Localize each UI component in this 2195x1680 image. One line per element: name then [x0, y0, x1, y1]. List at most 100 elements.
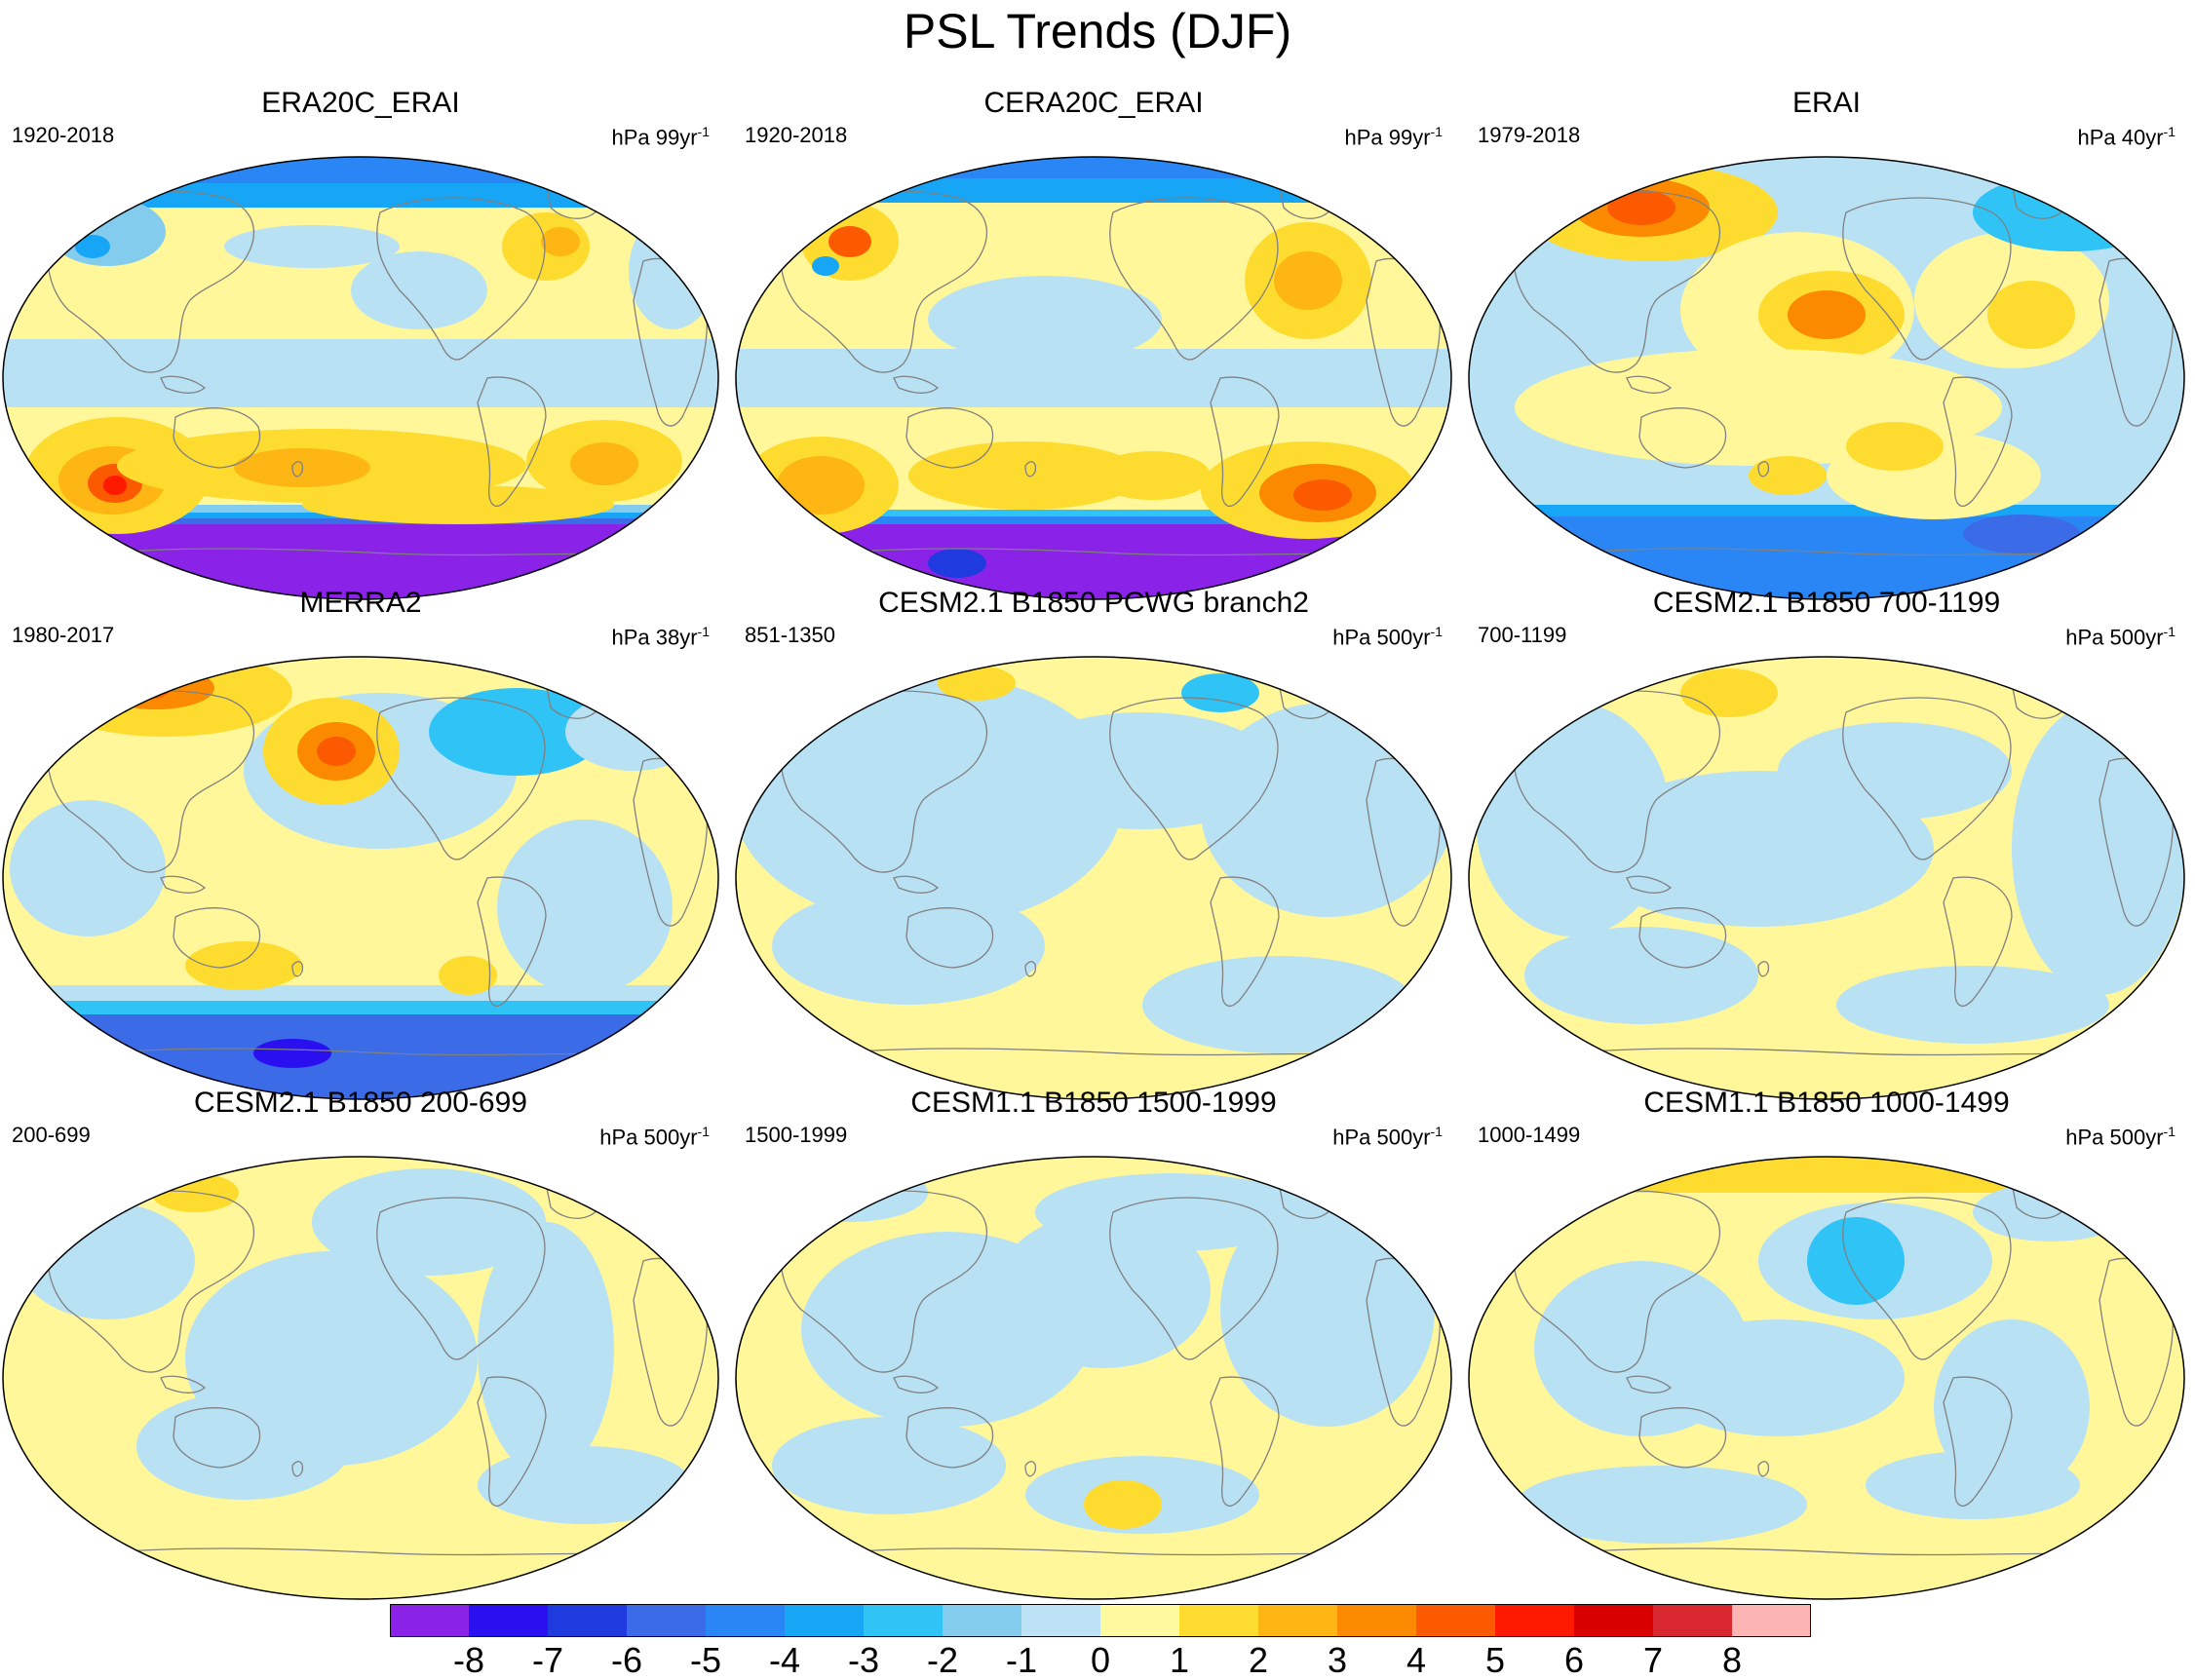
colorbar-swatch	[864, 1604, 943, 1637]
coastline	[376, 697, 546, 860]
field-band	[3, 157, 718, 183]
colorbar-tick-label: -3	[847, 1640, 880, 1680]
coastline	[291, 961, 304, 977]
coastline	[477, 376, 547, 507]
field-contour	[629, 212, 716, 329]
coastline	[905, 407, 994, 469]
colorbar-tick-label: 8	[1721, 1640, 1743, 1680]
colorbar-tick-label: 1	[1169, 1640, 1190, 1680]
map-panel-erai: ERAI 1979-2018 hPa 40yr-1	[1466, 86, 2187, 602]
coastline	[1513, 190, 1720, 373]
map-cesm21-pcwg	[735, 656, 1452, 1100]
coastline	[376, 1197, 546, 1360]
field-contour	[772, 1417, 1006, 1514]
panel-units: hPa 99yr-1	[611, 124, 710, 150]
panel-years: 1920-2018	[12, 123, 115, 147]
colorbar-tick-label: 2	[1248, 1640, 1269, 1680]
panel-title: CERA20C_ERAI	[983, 87, 1204, 119]
map-panel-merra2: MERRA2 1980-2017 hPa 38yr-1	[0, 586, 721, 1102]
field-contour	[253, 1039, 331, 1068]
field-contour	[136, 1393, 351, 1500]
field-contour	[224, 225, 400, 268]
coastline	[780, 1190, 987, 1373]
coastline	[1757, 461, 1770, 477]
colorbar-swatch	[469, 1604, 549, 1637]
field-band	[1469, 1157, 2184, 1193]
coastline	[893, 375, 940, 394]
field-contour	[928, 276, 1162, 363]
panel-title: CESM1.1 B1850 1000-1499	[1643, 1087, 2010, 1119]
panel-units: hPa 38yr-1	[611, 624, 710, 650]
field-contour	[828, 226, 871, 257]
coastline	[47, 690, 254, 873]
colorbar-frame	[390, 1604, 1811, 1637]
field-contour	[439, 956, 497, 995]
coastline	[1626, 875, 1673, 894]
coastline	[1638, 1407, 1727, 1469]
field-contour	[2012, 703, 2184, 995]
coastline	[905, 1407, 994, 1469]
map-panel-cesm21-pcwg: CESM2.1 B1850 PCWG branch2 851-1350 hPa …	[733, 586, 1454, 1102]
field-contour	[1788, 290, 1866, 339]
field-contour	[103, 476, 127, 495]
coastline	[291, 461, 304, 477]
colorbar-swatch	[706, 1604, 786, 1637]
coastline	[1024, 461, 1037, 477]
map-border	[2, 1156, 719, 1600]
field-contour	[1607, 190, 1675, 225]
field-contour	[185, 941, 302, 990]
map-panel-era20c: ERA20C_ERAI 1920-2018 hPa 99yr-1	[0, 86, 721, 602]
field-contour	[429, 688, 604, 776]
field-band	[736, 516, 1451, 526]
coastline	[1842, 1197, 2012, 1360]
coastline	[1024, 961, 1037, 977]
field-contour	[1084, 1480, 1162, 1529]
map-field	[736, 657, 1451, 1099]
coastline	[1210, 376, 1280, 507]
map-field	[3, 1157, 718, 1599]
coastline	[893, 1375, 940, 1394]
field-contour	[736, 673, 1123, 927]
coastline	[1943, 1376, 2013, 1507]
field-contour	[1807, 1217, 1905, 1305]
field-contour	[928, 549, 986, 578]
field-contour	[908, 441, 1142, 510]
coastline	[780, 190, 987, 373]
coastline	[477, 1376, 547, 1507]
map-erai	[1468, 156, 2185, 600]
map-merra2	[2, 656, 719, 1100]
colorbar-swatch	[548, 1604, 628, 1637]
map-field	[3, 657, 718, 1099]
panel-units: hPa 99yr-1	[1344, 124, 1443, 150]
map-border	[2, 156, 719, 600]
field-contour	[1181, 673, 1259, 712]
colorbar-tick-label: -1	[1005, 1640, 1038, 1680]
field-contour	[1680, 668, 1778, 717]
colorbar-swatch	[1258, 1604, 1338, 1637]
map-border	[735, 656, 1452, 1100]
coastline	[291, 1461, 304, 1477]
field-contour	[1534, 1261, 1749, 1436]
coastline	[1109, 697, 1279, 860]
field-contour	[1963, 515, 2080, 554]
field-contour	[772, 888, 1045, 1005]
colorbar-tick-label: -4	[768, 1640, 801, 1680]
field-contour	[1293, 479, 1352, 511]
colorbar-tick-label: 0	[1090, 1640, 1111, 1680]
field-contour	[1866, 1451, 2080, 1519]
coastline	[1638, 907, 1727, 969]
coastline	[1626, 375, 1673, 394]
map-cesm11-1000	[1468, 1156, 2185, 1600]
field-contour	[1220, 1193, 1435, 1427]
field-contour	[570, 442, 638, 485]
colorbar-swatch	[1574, 1604, 1654, 1637]
field-contour	[1094, 451, 1211, 500]
coastline	[893, 875, 940, 894]
colorbar-swatch	[1179, 1604, 1259, 1637]
coastline	[1109, 1197, 1279, 1360]
panel-title: ERA20C_ERAI	[261, 87, 460, 119]
coastline	[173, 407, 261, 469]
panel-units: hPa 500yr-1	[1332, 1124, 1443, 1150]
field-contour	[312, 1168, 546, 1276]
coastline	[376, 197, 546, 361]
